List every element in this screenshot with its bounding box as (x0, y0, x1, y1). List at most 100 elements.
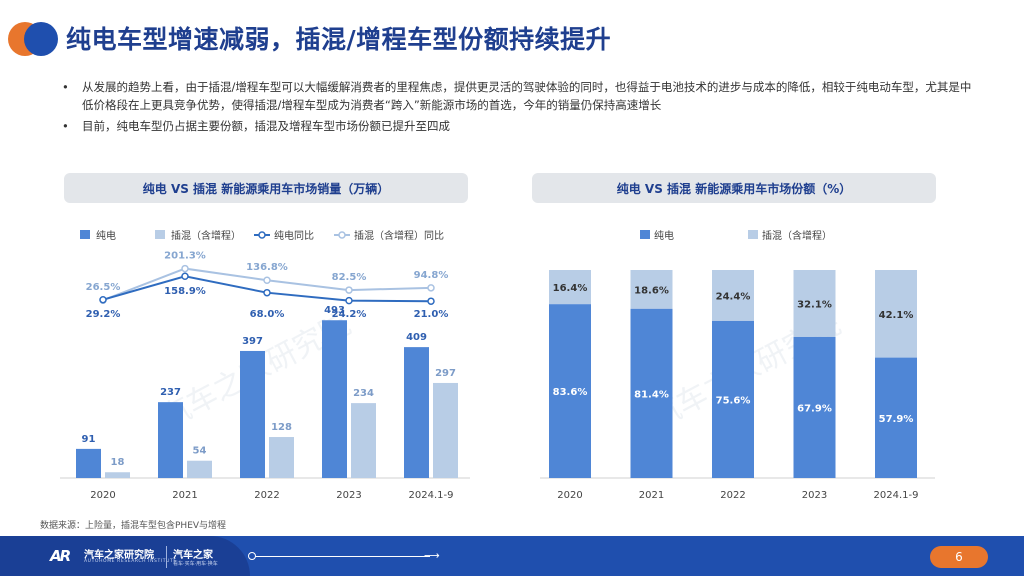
share-chart-title: 纯电 VS 插混 新能源乘用车市场份额（%） (532, 173, 936, 203)
legend-swatch (258, 231, 266, 239)
title-logo-icon (8, 22, 58, 56)
bev-sales-bar (240, 350, 265, 478)
legend-label: 纯电 (96, 229, 116, 242)
legend-swatch (640, 230, 650, 239)
bullet-item: 目前，纯电车型仍占据主要份额，插混及增程车型市场份额已提升至四成 (62, 117, 982, 135)
brand-subtitle: AUTOHOME RESEARCH INSTITUTE (84, 559, 177, 564)
arrow-right-icon: ⟶ (424, 549, 440, 562)
phev-yoy-label: 136.8% (246, 262, 288, 273)
progress-dot-icon (248, 552, 256, 560)
bev-share-bar (549, 304, 591, 478)
phev-sales-label: 18 (111, 457, 125, 468)
bev-yoy-point (427, 297, 435, 305)
bev-sales-label: 237 (160, 387, 181, 398)
legend-label: 插混（含增程） (171, 229, 241, 242)
legend-swatch (80, 230, 90, 239)
x-tick-label: 2022 (254, 490, 279, 501)
phev-share-bar (875, 270, 917, 358)
x-tick-label: 2021 (172, 490, 197, 501)
bev-yoy-label: 158.9% (164, 286, 206, 297)
legend-label: 纯电同比 (274, 229, 314, 242)
legend-swatch (748, 230, 758, 239)
bev-sales-bar (404, 347, 429, 478)
bev-share-bar (875, 357, 917, 478)
brand2-subtitle: 看车·买车·用车·换车 (173, 561, 218, 567)
phev-share-bar (793, 270, 836, 337)
bev-sales-bar (322, 320, 347, 478)
phev-share-bar (712, 270, 754, 321)
phev-sales-label: 128 (271, 422, 292, 433)
x-tick-label: 2023 (802, 490, 827, 501)
phev-yoy-label: 26.5% (86, 282, 121, 293)
x-tick-label: 2024.1-9 (874, 490, 919, 501)
page-number: 6 (930, 546, 988, 568)
phev-yoy-point (345, 286, 353, 294)
bev-yoy-point (99, 295, 107, 304)
phev-share-bar (549, 270, 591, 305)
phev-share-label: 18.6% (634, 285, 669, 296)
bev-yoy-label: 29.2% (86, 309, 121, 320)
phev-share-bar (630, 270, 673, 309)
phev-share-label: 16.4% (553, 283, 588, 294)
x-tick-label: 2020 (557, 490, 582, 501)
bev-yoy-point (263, 288, 271, 297)
brand-logo-icon: AR (50, 547, 71, 565)
bullet-item: 从发展的趋势上看，由于插混/增程车型可以大幅缓解消费者的里程焦虑，提供更灵活的驾… (62, 78, 982, 114)
bev-sales-label: 409 (406, 332, 427, 343)
legend-label: 纯电 (654, 229, 674, 242)
bev-sales-bar (76, 448, 101, 478)
progress-line (250, 556, 430, 557)
phev-sales-bar (433, 382, 458, 478)
phev-share-label: 32.1% (797, 299, 832, 310)
phev-share-label: 24.4% (716, 291, 751, 302)
footer-brand-area (0, 536, 250, 576)
bev-yoy-point (345, 296, 353, 305)
bev-share-label: 81.4% (634, 389, 669, 400)
bev-sales-label: 397 (242, 336, 263, 347)
phev-yoy-point (181, 264, 189, 273)
bev-share-bar (712, 320, 754, 478)
brand-divider (166, 546, 167, 568)
phev-yoy-label: 201.3% (164, 251, 206, 262)
bullet-list: 从发展的趋势上看，由于插混/增程车型可以大幅缓解消费者的里程焦虑，提供更灵活的驾… (62, 78, 982, 138)
legend-swatch (338, 231, 346, 239)
bev-yoy-label: 21.0% (414, 309, 449, 320)
phev-sales-bar (187, 460, 212, 478)
x-tick-label: 2021 (639, 490, 664, 501)
phev-sales-bar (351, 403, 376, 478)
phev-yoy-point (427, 284, 435, 292)
x-tick-label: 2023 (336, 490, 361, 501)
bev-share-label: 75.6% (716, 395, 751, 406)
source-note: 数据来源：上险量，插混车型包含PHEV与增程 (40, 521, 227, 531)
bev-share-label: 67.9% (797, 403, 832, 414)
phev-yoy-label: 94.8% (414, 270, 449, 281)
bev-yoy-label: 68.0% (250, 309, 285, 320)
sales-chart-title: 纯电 VS 插混 新能源乘用车市场销量（万辆） (64, 173, 468, 203)
legend-swatch (155, 230, 165, 239)
bev-share-label: 57.9% (879, 414, 914, 425)
bev-yoy-point (181, 272, 189, 280)
phev-sales-bar (269, 437, 294, 478)
phev-yoy-point (263, 276, 271, 284)
x-tick-label: 2024.1-9 (409, 490, 454, 501)
bev-yoy-label: 24.2% (332, 309, 367, 320)
bev-sales-label: 91 (82, 434, 96, 445)
phev-sales-label: 297 (435, 368, 456, 379)
brand-name: 汽车之家研究院 (84, 550, 154, 561)
bev-share-label: 83.6% (553, 387, 588, 398)
legend-label: 插混（含增程）同比 (354, 229, 444, 242)
bev-sales-bar (158, 402, 183, 478)
sales-chart: 汽车之家研究院纯电插混（含增程）纯电同比插混（含增程）同比91182020237… (60, 229, 470, 501)
x-tick-label: 2022 (720, 490, 745, 501)
bev-share-bar (793, 336, 836, 478)
brand2-name: 汽车之家 (173, 550, 213, 561)
phev-share-label: 42.1% (879, 310, 914, 321)
phev-sales-label: 54 (193, 446, 207, 457)
bev-share-bar (630, 308, 673, 478)
share-chart: 汽车之家研究院纯电插混（含增程）83.6%16.4%202081.4%18.6%… (540, 229, 935, 501)
bev-sales-label: 493 (324, 305, 345, 316)
phev-sales-bar (105, 472, 130, 478)
legend-label: 插混（含增程） (762, 229, 832, 242)
phev-yoy-label: 82.5% (332, 272, 367, 283)
x-tick-label: 2020 (90, 490, 115, 501)
